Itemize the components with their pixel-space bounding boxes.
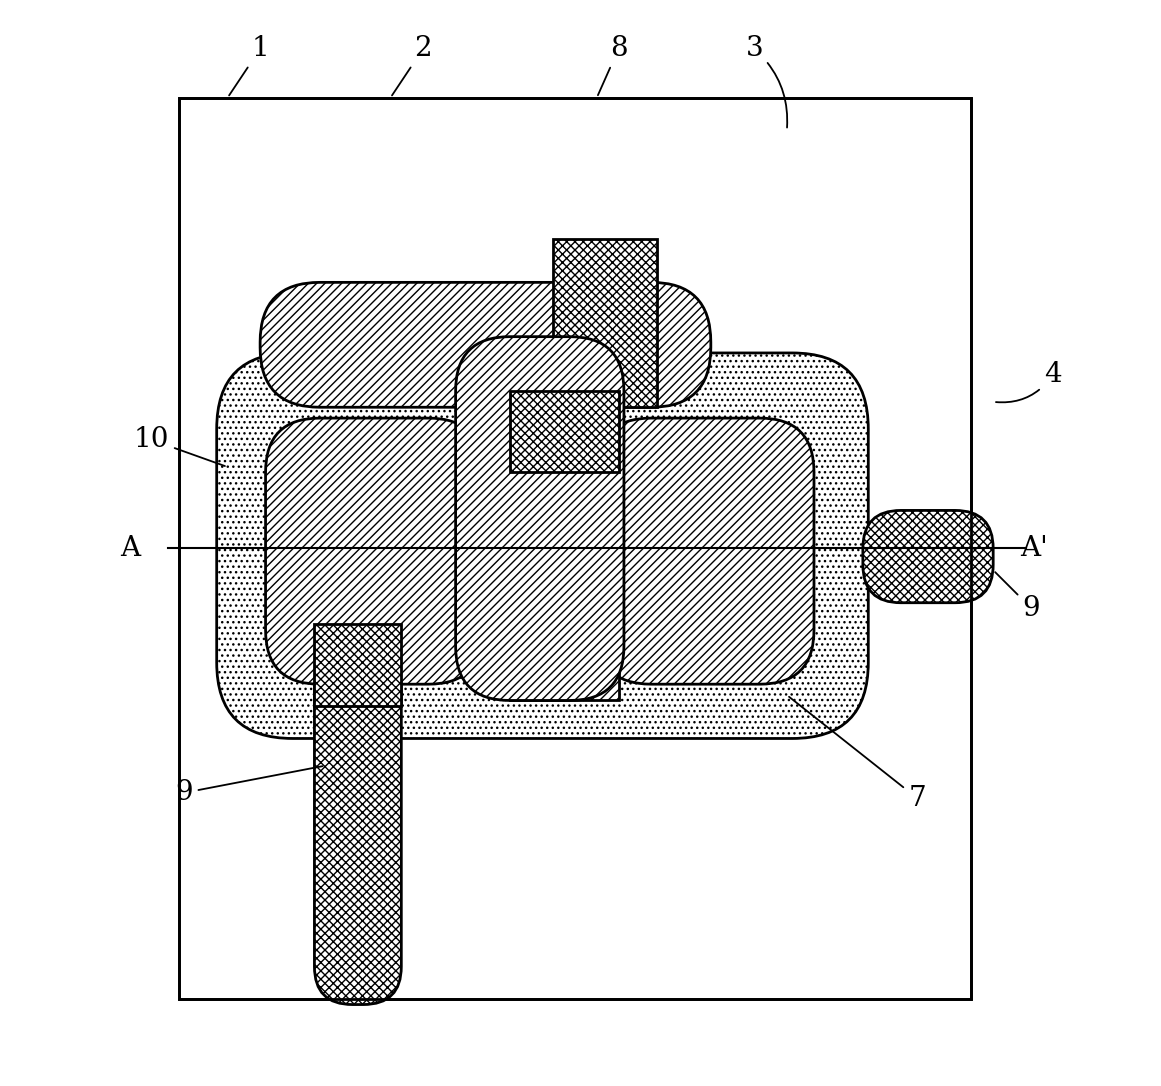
- FancyBboxPatch shape: [315, 652, 402, 1005]
- Bar: [179, 98, 972, 999]
- FancyBboxPatch shape: [266, 418, 483, 684]
- FancyBboxPatch shape: [455, 337, 623, 700]
- Text: A: A: [121, 535, 140, 561]
- Text: 10: 10: [134, 427, 225, 466]
- Bar: [510, 391, 619, 472]
- FancyBboxPatch shape: [863, 510, 993, 603]
- Bar: [554, 239, 656, 407]
- Text: 8: 8: [598, 36, 627, 96]
- Bar: [179, 98, 972, 999]
- FancyBboxPatch shape: [217, 353, 868, 738]
- Text: 1: 1: [229, 36, 269, 96]
- Bar: [315, 624, 402, 706]
- Text: 2: 2: [392, 36, 432, 96]
- Text: 9: 9: [995, 572, 1040, 621]
- Bar: [510, 402, 619, 700]
- Text: 9: 9: [175, 766, 323, 806]
- Text: 4: 4: [996, 362, 1061, 402]
- FancyBboxPatch shape: [597, 418, 814, 684]
- FancyBboxPatch shape: [260, 282, 711, 407]
- Text: 7: 7: [789, 697, 926, 811]
- Text: A': A': [1021, 535, 1048, 561]
- Text: 3: 3: [745, 36, 787, 127]
